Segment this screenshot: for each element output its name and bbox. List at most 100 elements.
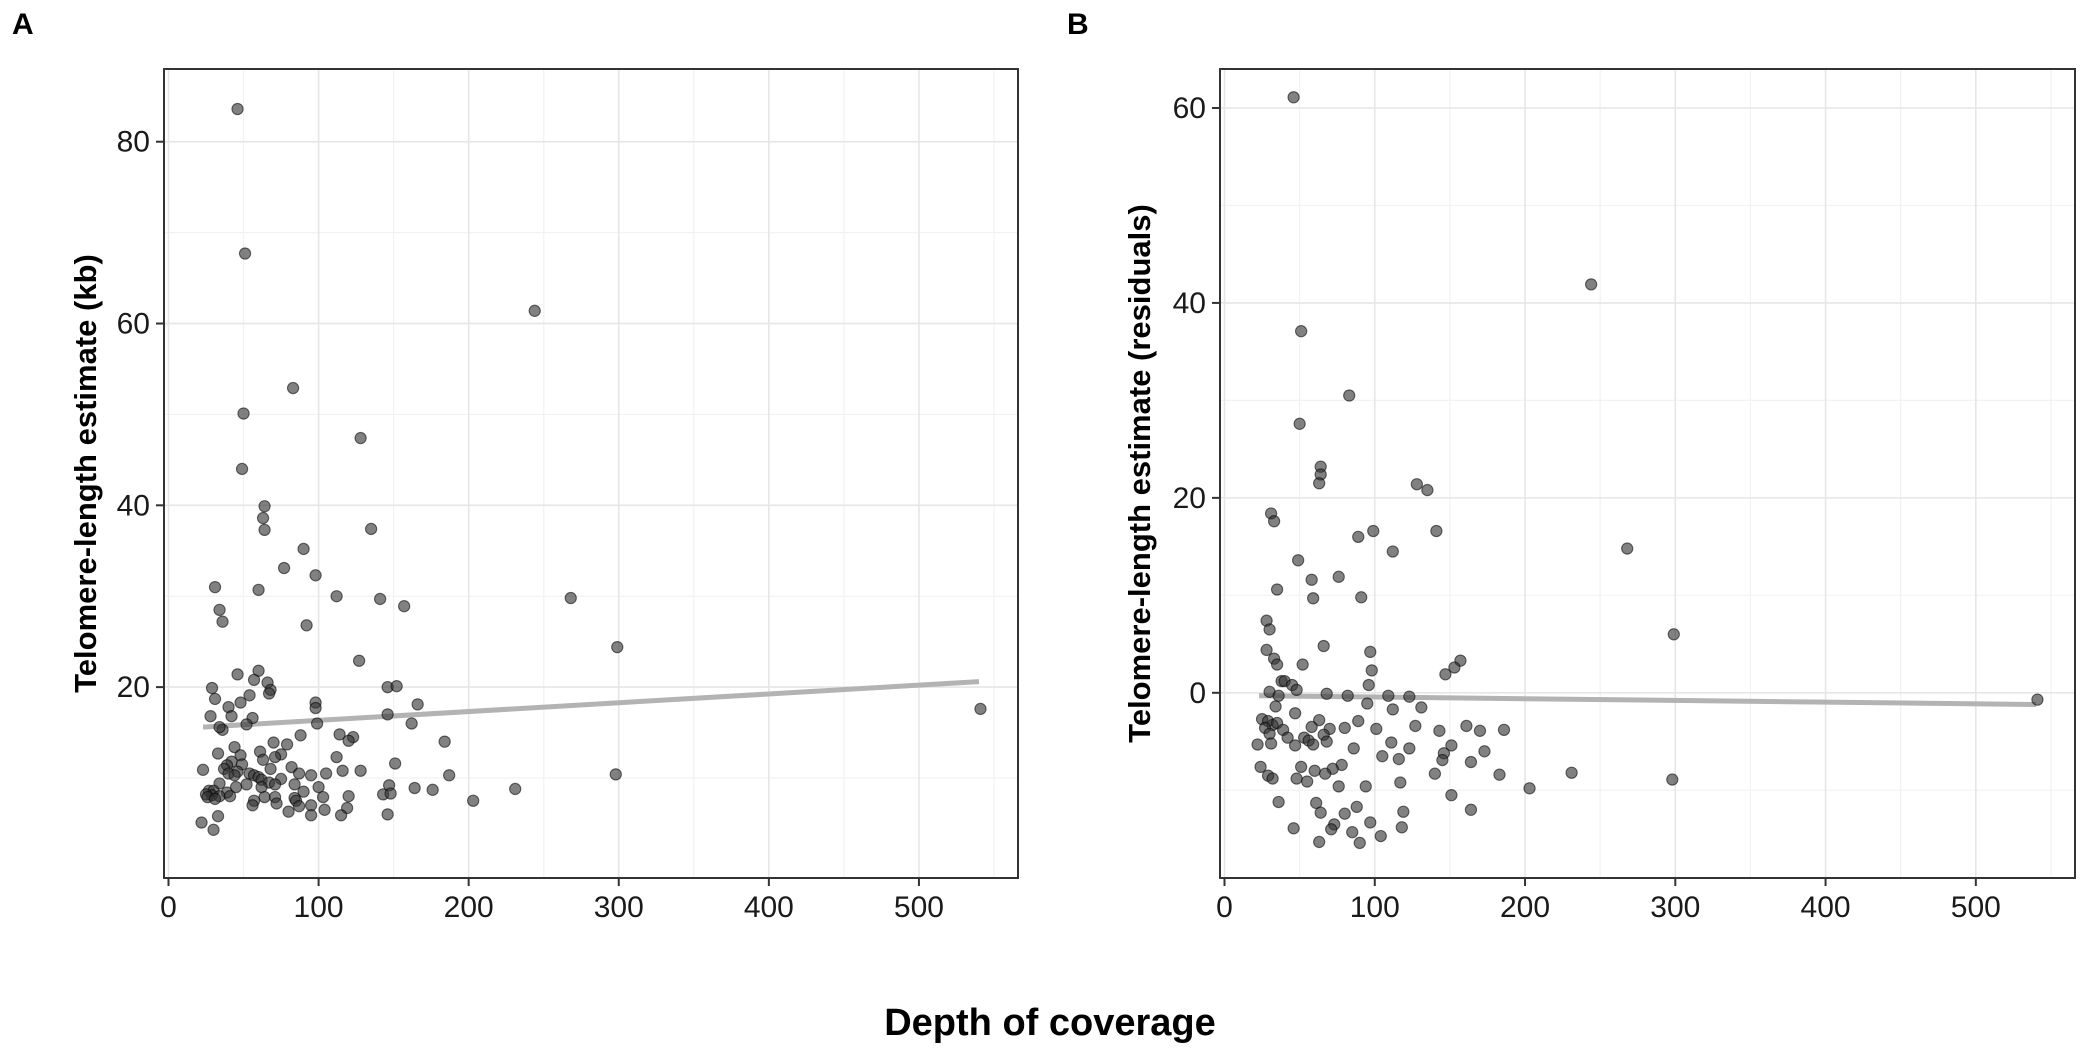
data-point [509,782,522,796]
data-point [280,738,294,751]
data-point [1448,661,1461,674]
data-point [1493,768,1506,781]
data-point [1254,760,1267,774]
y-tick-label: 0 [1189,677,1206,710]
data-point [1332,780,1345,793]
data-point [312,780,325,794]
data-point [1395,821,1408,834]
data-point [1313,835,1326,849]
data-point [1397,805,1410,818]
data-point [216,615,229,628]
data-point [309,569,322,582]
data-point [352,654,366,667]
data-point [411,698,424,711]
data-point [292,767,306,780]
data-point [205,681,219,695]
y-tick-label: 80 [117,126,150,159]
data-point [1497,723,1511,736]
data-point [1288,739,1302,752]
data-point [1260,643,1273,657]
data-point [304,809,318,822]
data-point [342,790,355,803]
data-point [240,778,253,791]
data-point [1436,753,1449,767]
data-point [268,750,282,764]
data-point [246,799,259,812]
data-point [1308,764,1321,777]
x-tick-label: 100 [294,891,344,924]
data-point [1290,683,1303,697]
x-tick-label: 400 [1801,891,1851,924]
data-point [1293,417,1306,430]
x-tick-label: 100 [1350,891,1400,924]
data-point [1343,389,1356,402]
data-point [1362,678,1375,692]
data-point [211,747,225,760]
data-point [1385,736,1398,749]
y-tick-label: 60 [117,308,150,341]
data-point [364,522,378,536]
data-point [319,767,333,780]
panel-label-a: A [12,8,34,41]
data-point [1319,767,1332,780]
data-point [1410,478,1423,491]
data-point [297,542,310,556]
data-point [1365,664,1378,677]
data-point [238,247,252,260]
data-point [234,696,247,709]
data-point [1403,742,1416,755]
data-point [381,708,394,721]
data-point [1346,826,1359,839]
x-tick-label: 500 [894,891,944,924]
data-point [1287,822,1300,835]
data-point [1338,807,1351,820]
data-point [237,407,250,420]
data-point [1523,782,1536,795]
data-point [1585,278,1598,291]
data-point [354,431,367,445]
data-point [1430,524,1443,538]
data-point [1428,767,1442,780]
data-point [1270,658,1284,671]
data-point [1382,689,1395,702]
data-point [381,808,394,821]
data-point [208,692,222,706]
data-point [1251,738,1264,751]
data-point [1270,583,1284,596]
data-point [1287,91,1300,104]
data-point [1320,687,1333,700]
data-point [1314,806,1327,819]
data-point [243,689,256,702]
data-point [1460,719,1473,733]
data-point [1347,742,1360,755]
data-point [1445,739,1458,752]
data-point [1288,707,1302,720]
data-point [1464,755,1478,769]
data-point [225,710,238,723]
data-point [1294,760,1308,774]
data-point [1621,542,1634,555]
data-point [1332,570,1345,583]
data-point [609,768,622,781]
data-point [228,740,241,754]
data-point [1325,823,1338,836]
data-point [1267,515,1281,528]
data-point [373,592,387,606]
data-point [333,728,346,741]
data-point [297,785,310,798]
data-point [1305,573,1318,586]
data-point [1374,829,1387,843]
x-tick-label: 500 [1951,891,2001,924]
data-point [1367,524,1380,538]
data-point [277,561,291,575]
data-point [229,780,243,794]
x-tick-label: 200 [444,891,494,924]
data-point [258,523,271,537]
panel-label-b: B [1067,8,1089,41]
data-point [528,304,541,317]
data-point [204,710,217,723]
data-point [1352,714,1365,728]
data-point [270,797,283,810]
data-point [2031,693,2044,706]
